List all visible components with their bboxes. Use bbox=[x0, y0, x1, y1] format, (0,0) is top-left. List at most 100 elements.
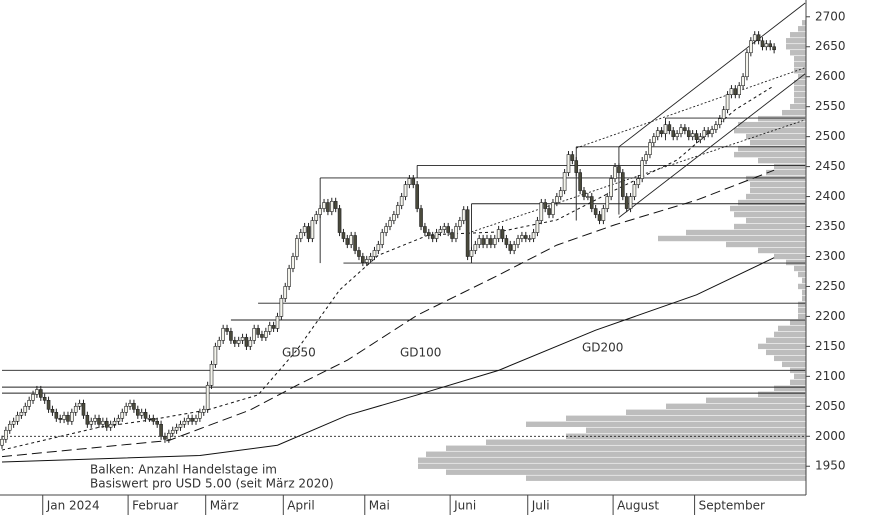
candle-body bbox=[442, 226, 447, 230]
candle-body bbox=[170, 429, 175, 434]
candle-body bbox=[628, 196, 633, 209]
candle-body bbox=[15, 414, 20, 422]
candle-body bbox=[434, 232, 439, 239]
candle-body bbox=[77, 403, 82, 407]
x-tick-label: Mai bbox=[369, 499, 390, 513]
candle-body bbox=[217, 340, 222, 347]
candle-body bbox=[749, 40, 753, 54]
candle-body bbox=[407, 178, 412, 185]
candle-body bbox=[27, 400, 31, 407]
candle-body bbox=[772, 46, 776, 51]
candle-body bbox=[0, 438, 4, 446]
candle-body bbox=[322, 202, 326, 209]
profile-bar bbox=[686, 229, 806, 236]
profile-bar bbox=[750, 187, 806, 194]
candle-body bbox=[93, 417, 97, 422]
candle-body bbox=[620, 172, 625, 197]
candle-body bbox=[558, 190, 563, 197]
candle-body bbox=[128, 403, 132, 407]
candle-body bbox=[4, 429, 8, 440]
profile-bar bbox=[418, 457, 806, 463]
candle-body bbox=[605, 196, 610, 209]
candle-body bbox=[267, 325, 272, 332]
candle-body bbox=[714, 124, 718, 130]
trend-line bbox=[471, 119, 806, 233]
candle-body bbox=[244, 337, 249, 347]
candle-body bbox=[562, 172, 567, 191]
profile-bar bbox=[586, 427, 806, 433]
candle-body bbox=[132, 403, 136, 410]
y-tick-label: 2100 bbox=[815, 369, 846, 383]
candle-body bbox=[7, 423, 12, 431]
candle-body bbox=[380, 232, 385, 245]
candle-body bbox=[702, 130, 707, 137]
profile-bar bbox=[798, 307, 806, 314]
profile-bar bbox=[774, 331, 806, 338]
profile-bar bbox=[794, 56, 806, 62]
candle-body bbox=[516, 238, 520, 245]
candle-body bbox=[415, 184, 419, 209]
candle-body bbox=[426, 232, 431, 236]
moving-average bbox=[1, 85, 775, 451]
candle-body bbox=[586, 196, 590, 198]
candle-body bbox=[112, 420, 117, 425]
profile-bar bbox=[774, 253, 806, 260]
profile-bar bbox=[786, 259, 806, 266]
candle-body bbox=[589, 196, 594, 209]
profile-bar bbox=[794, 265, 806, 272]
y-tick-label: 2050 bbox=[815, 399, 846, 413]
candle-body bbox=[104, 420, 109, 428]
candle-body bbox=[508, 244, 513, 251]
candle-body bbox=[23, 406, 28, 413]
profile-bar bbox=[774, 355, 806, 362]
candle-body bbox=[256, 328, 260, 335]
candle-body bbox=[384, 226, 388, 233]
candle-body bbox=[477, 238, 482, 245]
trend-line bbox=[618, 73, 806, 218]
y-tick-label: 2000 bbox=[815, 429, 846, 443]
candle-body bbox=[264, 331, 268, 338]
trend-line bbox=[576, 67, 806, 149]
profile-bar bbox=[798, 26, 806, 32]
candle-body bbox=[768, 43, 773, 48]
profile-bar bbox=[526, 475, 806, 481]
profile-bar bbox=[758, 157, 806, 164]
profile-bar bbox=[766, 169, 806, 176]
candle-body bbox=[411, 178, 416, 185]
profile-bar bbox=[738, 121, 806, 128]
candle-body bbox=[295, 238, 299, 257]
profile-bar bbox=[526, 421, 806, 427]
profile-bar bbox=[658, 235, 806, 242]
candle-body bbox=[446, 226, 451, 233]
candle-body bbox=[760, 40, 765, 48]
x-tick-label: August bbox=[617, 499, 659, 513]
candle-body bbox=[182, 420, 187, 425]
candle-body bbox=[717, 118, 722, 125]
profile-bar bbox=[794, 68, 806, 74]
profile-bar bbox=[798, 283, 806, 290]
candle-body bbox=[551, 202, 555, 215]
candle-body bbox=[465, 209, 470, 257]
candle-body bbox=[698, 136, 703, 140]
candle-body bbox=[706, 130, 710, 134]
profile-bar bbox=[766, 349, 806, 356]
y-tick-label: 2150 bbox=[815, 339, 846, 353]
candle-body bbox=[271, 325, 276, 329]
candle-body bbox=[686, 130, 691, 137]
profile-bar bbox=[790, 379, 806, 386]
x-tick-label: Juli bbox=[531, 499, 550, 513]
candle-body bbox=[46, 400, 51, 410]
candle-body bbox=[376, 244, 381, 251]
candle-body bbox=[194, 417, 198, 422]
candle-body bbox=[423, 226, 427, 233]
candle-body bbox=[201, 409, 206, 413]
profile-bar bbox=[750, 139, 806, 146]
candle-body bbox=[357, 250, 361, 257]
candle-body bbox=[512, 244, 516, 251]
candle-body bbox=[388, 220, 392, 227]
profile-bar bbox=[746, 217, 806, 224]
profile-bar bbox=[734, 223, 806, 230]
profile-bar bbox=[790, 319, 806, 326]
candle-body bbox=[543, 202, 548, 209]
